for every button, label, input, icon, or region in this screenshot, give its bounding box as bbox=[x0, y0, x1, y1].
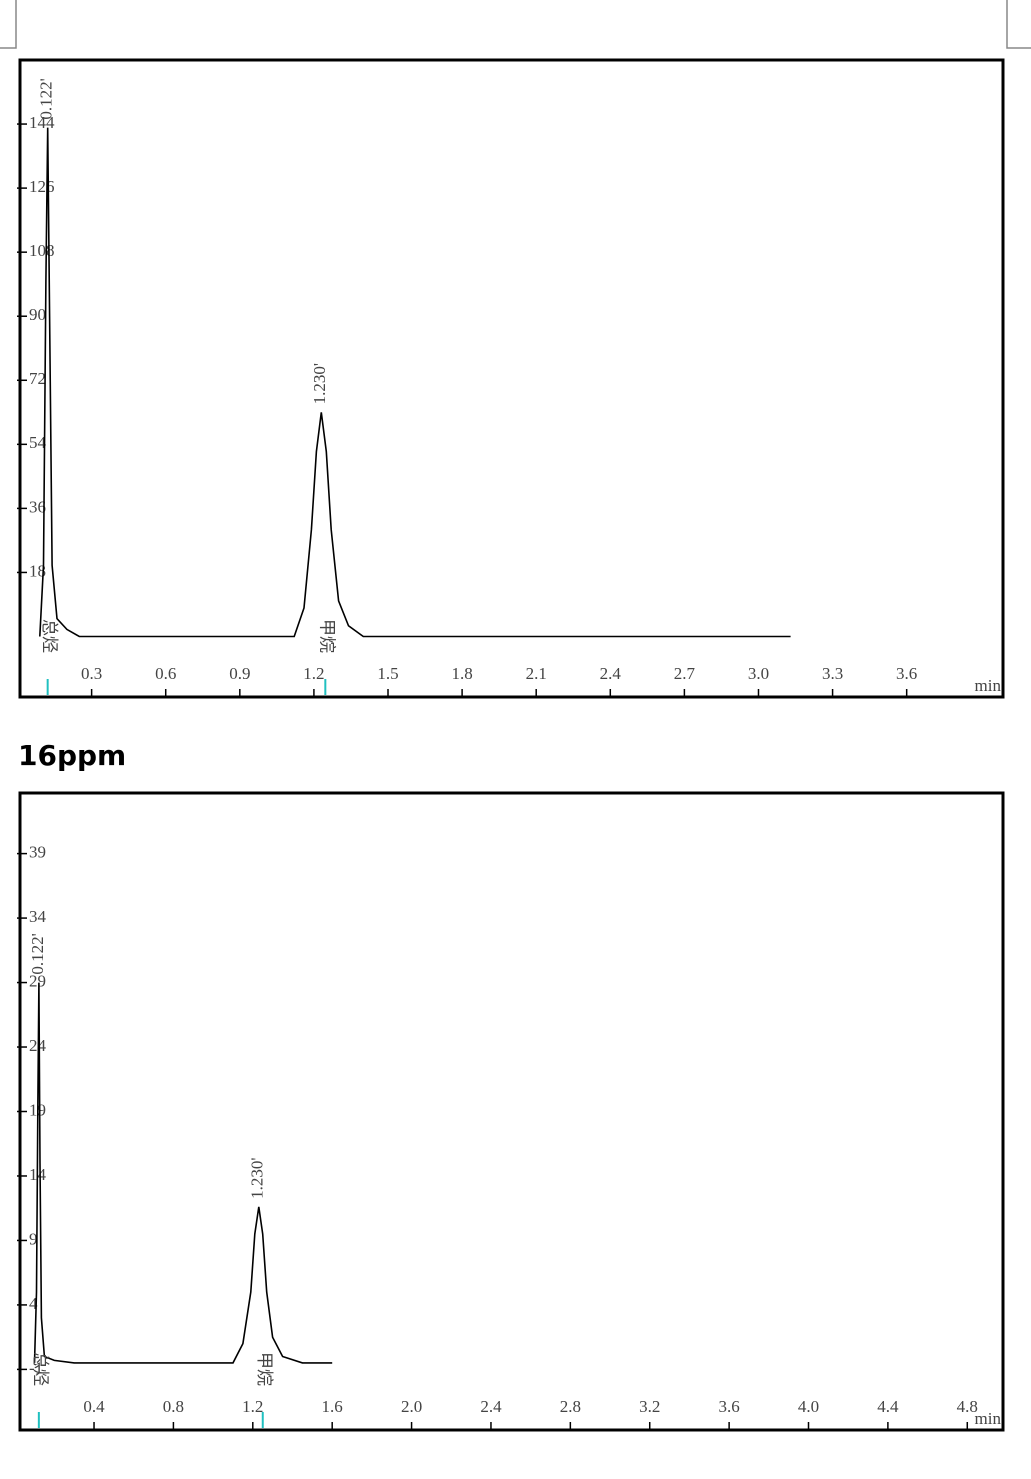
x-tick-label: 2.1 bbox=[526, 664, 547, 683]
trace bbox=[39, 127, 791, 638]
y-tick-label: 126 bbox=[29, 177, 55, 196]
x-tick-label: 3.6 bbox=[896, 664, 917, 683]
y-tick-label: 9 bbox=[29, 1229, 38, 1248]
y-tick-label: 29 bbox=[29, 971, 46, 990]
y-tick-label: 39 bbox=[29, 843, 46, 862]
page-corner bbox=[0, 0, 17, 49]
y-tick-label: 72 bbox=[29, 369, 46, 388]
compound-name: 甲烷 bbox=[317, 619, 336, 653]
x-tick-label: 2.0 bbox=[401, 1397, 422, 1416]
x-tick-label: 3.2 bbox=[639, 1397, 660, 1416]
x-tick-label: 1.6 bbox=[322, 1397, 343, 1416]
x-tick-label: 1.2 bbox=[242, 1397, 263, 1416]
x-tick-label: 2.4 bbox=[600, 664, 622, 683]
y-tick-label: 108 bbox=[29, 241, 55, 260]
x-tick-label: 4.4 bbox=[877, 1397, 899, 1416]
x-tick-label: 3.6 bbox=[718, 1397, 739, 1416]
y-tick-label: 18 bbox=[29, 561, 46, 580]
x-tick-label: 0.3 bbox=[81, 664, 102, 683]
trace bbox=[33, 982, 333, 1364]
x-tick-label: 2.4 bbox=[480, 1397, 502, 1416]
compound-name: 甲烷 bbox=[255, 1352, 274, 1386]
peak-label: 1.230' bbox=[248, 1158, 267, 1199]
x-tick-label: 0.4 bbox=[83, 1397, 105, 1416]
x-axis-label: min bbox=[975, 1409, 1002, 1428]
y-tick-label: 4 bbox=[29, 1294, 38, 1313]
x-tick-label: 1.8 bbox=[451, 664, 472, 683]
plot-frame bbox=[18, 791, 1005, 1432]
y-tick-label: 90 bbox=[29, 305, 46, 324]
x-tick-label: 2.7 bbox=[674, 664, 696, 683]
peak-label: 0.122' bbox=[37, 78, 56, 119]
page-corner bbox=[1006, 0, 1031, 49]
y-tick-label: -1 bbox=[29, 1358, 43, 1377]
x-tick-label: 3.3 bbox=[822, 664, 843, 683]
x-tick-label: 0.6 bbox=[155, 664, 176, 683]
x-tick-label: 0.9 bbox=[229, 664, 250, 683]
compound-name: 总烃 bbox=[31, 1352, 50, 1386]
x-tick-label: 4.8 bbox=[957, 1397, 978, 1416]
x-tick-label: 2.8 bbox=[560, 1397, 581, 1416]
chart-title: 16ppm bbox=[18, 739, 126, 772]
compound-name: 总烃 bbox=[40, 619, 59, 653]
x-tick-label: 0.8 bbox=[163, 1397, 184, 1416]
y-tick-label: 144 bbox=[29, 113, 55, 132]
plot-frame bbox=[18, 58, 1005, 699]
y-tick-label: 54 bbox=[29, 433, 47, 452]
x-tick-label: 1.2 bbox=[303, 664, 324, 683]
x-tick-label: 1.5 bbox=[377, 664, 398, 683]
y-tick-label: 36 bbox=[29, 497, 46, 516]
x-axis-label: min bbox=[975, 676, 1002, 695]
peak-label: 1.230' bbox=[310, 363, 329, 404]
x-tick-label: 4.0 bbox=[798, 1397, 819, 1416]
peak-label: 0.122' bbox=[28, 933, 47, 974]
x-tick-label: 3.0 bbox=[748, 664, 769, 683]
y-tick-label: 34 bbox=[29, 907, 47, 926]
